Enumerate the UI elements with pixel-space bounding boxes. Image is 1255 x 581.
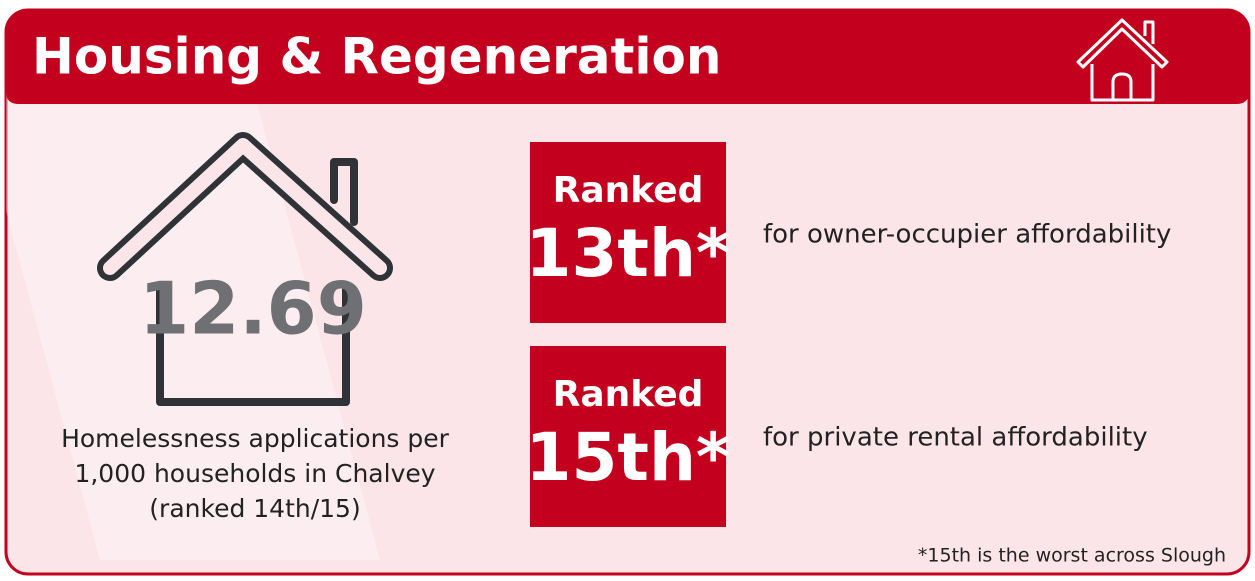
rank-box <box>530 346 726 527</box>
house-icon <box>97 132 393 406</box>
header-icon <box>1076 18 1169 102</box>
rank-label: Ranked <box>553 374 704 415</box>
header-band <box>6 10 1249 104</box>
footnote: *15th is the worst across Slough <box>918 545 1226 567</box>
homelessness-description: 1,000 households in Chalvey <box>74 459 435 488</box>
rank-value: 13th* <box>526 215 731 292</box>
rank-description: for private rental affordability <box>763 423 1148 453</box>
rank-label: Ranked <box>553 170 704 211</box>
homelessness-description: Homelessness applications per <box>61 424 450 453</box>
homelessness-value: 12.69 <box>139 267 367 351</box>
homelessness-description: (ranked 14th/15) <box>149 494 360 523</box>
rank-box <box>530 142 726 323</box>
header-title: Housing & Regeneration <box>32 28 722 86</box>
rank-value: 15th* <box>526 419 731 496</box>
rank-description: for owner-occupier affordability <box>763 220 1171 250</box>
